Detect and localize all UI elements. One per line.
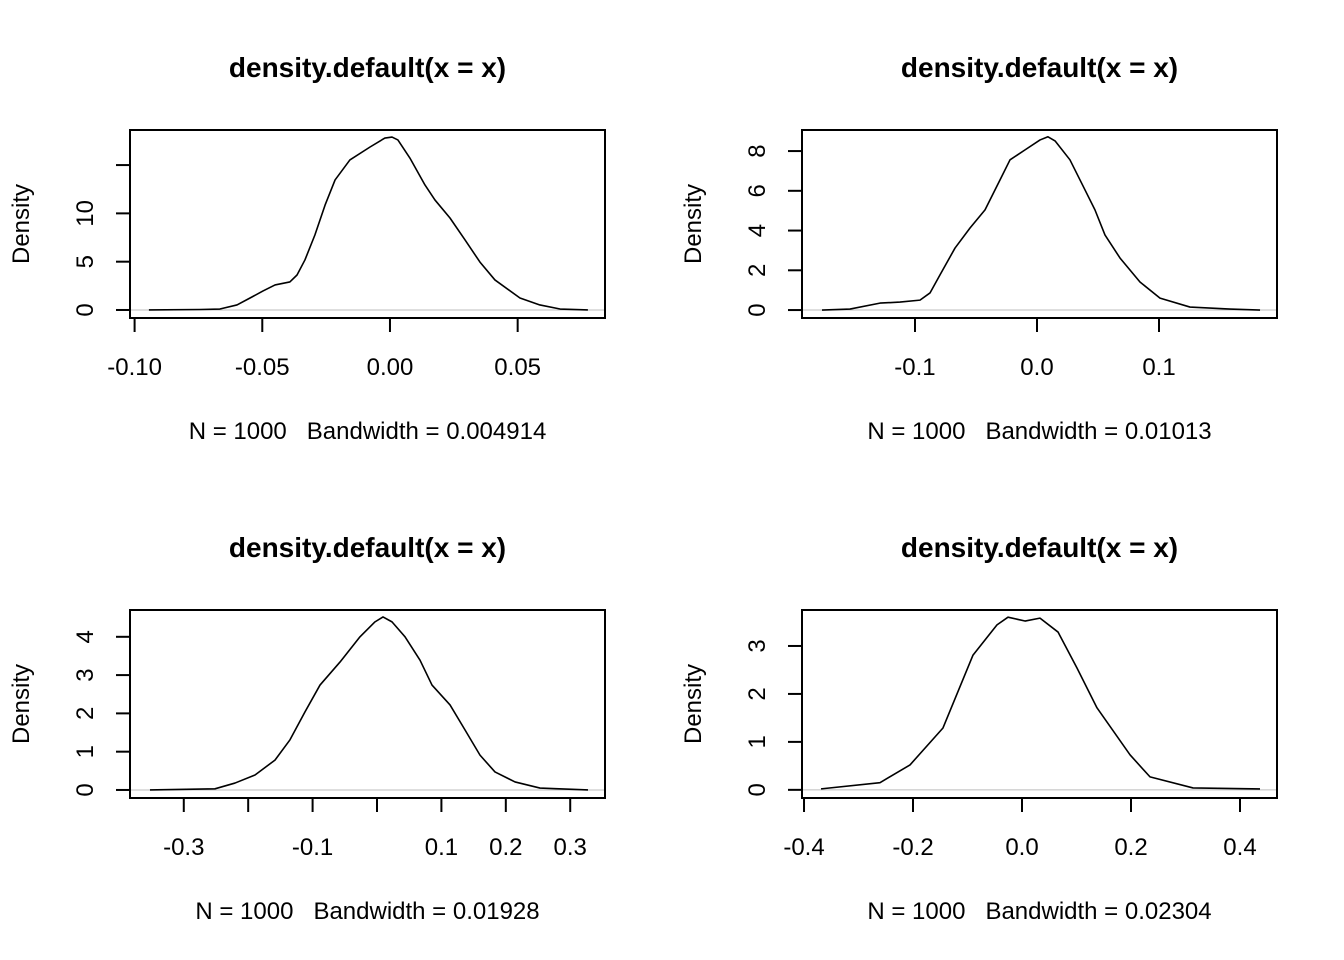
x-tick-label: 0.2 <box>1114 834 1147 861</box>
x-tick-label: -0.2 <box>892 834 933 861</box>
y-tick-label: 4 <box>744 224 771 237</box>
x-tick-label: 0.1 <box>1142 354 1175 381</box>
y-axis-label: Density <box>680 664 707 744</box>
y-tick-label: 4 <box>72 630 99 643</box>
density-panel-3: density.default(x = x) N = 1000 Bandwidth… <box>8 532 606 925</box>
density-panel-2: density.default(x = x) N = 1000 Bandwidth… <box>680 52 1278 445</box>
y-tick-label: 3 <box>744 639 771 652</box>
y-tick-label: 0 <box>744 783 771 796</box>
x-axis-label: N = 1000 Bandwidth = 0.004914 <box>189 418 547 445</box>
x-tick-label: 0.3 <box>554 834 587 861</box>
y-tick-label: 5 <box>72 255 99 268</box>
density-panel-1: density.default(x = x) N = 1000 Bandwidth… <box>8 52 606 445</box>
x-tick-label: -0.1 <box>894 354 935 381</box>
y-tick-label: 10 <box>72 200 99 227</box>
y-tick-label: 2 <box>72 707 99 720</box>
plot-box <box>801 609 1278 799</box>
density-curve <box>820 616 1261 790</box>
plot-box <box>129 129 606 319</box>
x-tick-label: -0.4 <box>783 834 824 861</box>
x-tick-label: 0.2 <box>489 834 522 861</box>
y-tick-label: 1 <box>744 735 771 748</box>
y-tick-label: 6 <box>744 184 771 197</box>
x-tick-label: 0.4 <box>1223 834 1256 861</box>
y-tick-label: 0 <box>72 303 99 316</box>
x-tick-label: -0.3 <box>163 834 204 861</box>
x-tick-label: 0.00 <box>367 354 414 381</box>
x-axis-label: N = 1000 Bandwidth = 0.01013 <box>867 418 1211 445</box>
density-curve <box>149 616 589 791</box>
x-tick-label: -0.10 <box>107 354 162 381</box>
y-tick-label: 8 <box>744 144 771 157</box>
x-tick-label: 0.05 <box>494 354 541 381</box>
y-tick-label: 2 <box>744 687 771 700</box>
plot-box <box>129 609 606 799</box>
y-axis-label: Density <box>8 184 35 264</box>
x-tick-label: -0.05 <box>235 354 290 381</box>
x-tick-label: 0.1 <box>425 834 458 861</box>
chart-title: density.default(x = x) <box>229 532 506 563</box>
chart-title: density.default(x = x) <box>901 532 1178 563</box>
y-tick-label: 3 <box>72 668 99 681</box>
x-tick-label: 0.0 <box>1020 354 1053 381</box>
x-axis-label: N = 1000 Bandwidth = 0.02304 <box>867 898 1211 925</box>
x-axis-label: N = 1000 Bandwidth = 0.01928 <box>195 898 539 925</box>
y-axis-label: Density <box>8 664 35 744</box>
x-tick-label: -0.1 <box>292 834 333 861</box>
chart-title: density.default(x = x) <box>901 52 1178 83</box>
y-axis-label: Density <box>680 184 707 264</box>
density-panel-4: density.default(x = x) N = 1000 Bandwidth… <box>680 532 1278 925</box>
y-tick-label: 1 <box>72 745 99 758</box>
chart-title: density.default(x = x) <box>229 52 506 83</box>
y-tick-label: 2 <box>744 264 771 277</box>
density-curve <box>148 136 588 311</box>
plot-box <box>801 129 1278 319</box>
density-curve <box>821 135 1261 311</box>
y-tick-label: 0 <box>744 303 771 316</box>
x-tick-label: 0.0 <box>1005 834 1038 861</box>
y-tick-label: 0 <box>72 783 99 796</box>
